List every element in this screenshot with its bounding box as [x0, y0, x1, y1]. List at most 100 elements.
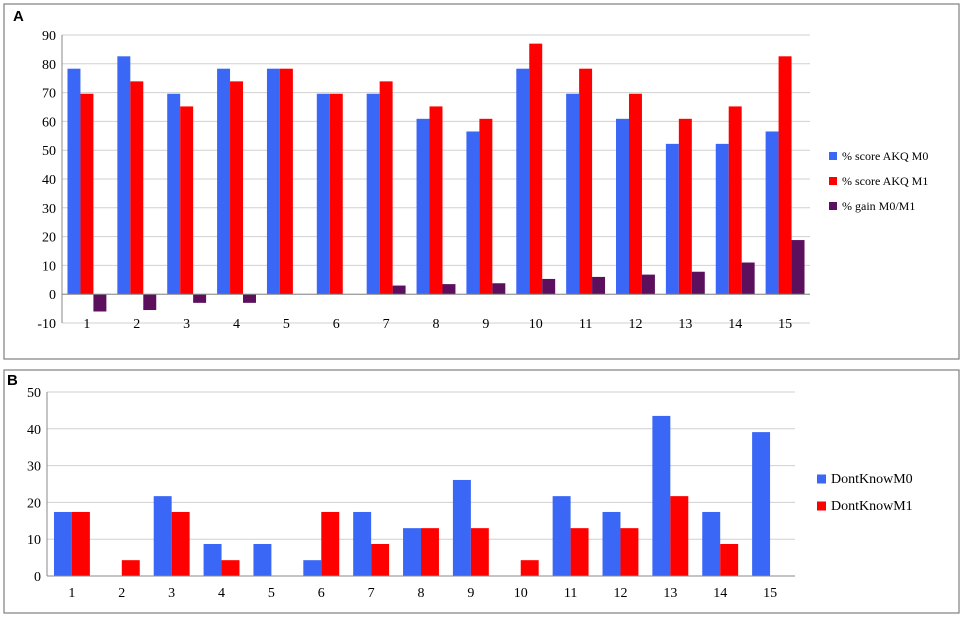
bar [520, 560, 539, 576]
bar [470, 528, 489, 576]
legend-swatch [817, 501, 826, 511]
legend-swatch [829, 202, 837, 210]
x-tick-label: 15 [763, 586, 777, 601]
bar [552, 496, 571, 576]
panel-a-letter: A [13, 8, 24, 25]
bar [130, 81, 144, 295]
x-tick-label: 5 [268, 586, 275, 601]
y-tick-label: 40 [27, 423, 41, 438]
bar [121, 560, 140, 576]
bar [542, 278, 556, 295]
bar [421, 528, 439, 576]
bar [678, 118, 692, 295]
bar [321, 511, 340, 576]
x-tick-label: 6 [333, 317, 340, 332]
bar [492, 283, 506, 295]
x-tick-label: 11 [564, 586, 577, 601]
bar [752, 432, 771, 576]
bar [221, 560, 240, 576]
x-tick-label: 2 [118, 586, 125, 601]
y-tick-label: 30 [42, 202, 56, 217]
y-tick-label: 50 [27, 386, 41, 401]
x-tick-label: 6 [318, 586, 325, 601]
bar [620, 528, 639, 576]
bar [529, 43, 543, 295]
y-tick-label: 40 [42, 173, 56, 188]
y-tick-label: 0 [34, 570, 41, 585]
bar [566, 93, 580, 295]
bar [171, 511, 190, 576]
bar [253, 543, 272, 576]
x-tick-label: 13 [678, 317, 692, 332]
x-tick-label: 8 [433, 317, 440, 332]
bar [616, 118, 629, 295]
bar [778, 56, 792, 295]
y-tick-label: 20 [27, 496, 41, 511]
x-tick-label: 2 [133, 317, 140, 332]
bar [266, 68, 280, 295]
bar [53, 511, 72, 576]
bar [71, 511, 90, 576]
bar [466, 131, 480, 295]
bar [230, 81, 244, 295]
bar [80, 93, 94, 295]
x-tick-label: 13 [663, 586, 677, 601]
bar [715, 143, 729, 295]
y-tick-label: 0 [49, 288, 56, 303]
bar [117, 56, 131, 295]
x-tick-label: 4 [218, 586, 225, 601]
x-tick-label: 4 [233, 317, 240, 332]
legend-label: % score AKQ M0 [842, 149, 928, 163]
bar [702, 511, 721, 576]
y-tick-label: 70 [42, 87, 56, 102]
legend-label: % gain M0/M1 [842, 199, 915, 213]
y-tick-label: 20 [42, 231, 56, 246]
bar [641, 274, 655, 295]
bar [143, 294, 157, 311]
bar [203, 543, 222, 576]
x-tick-label: 11 [579, 317, 592, 332]
y-tick-label: 80 [42, 58, 56, 73]
bar [665, 143, 679, 295]
bar [602, 511, 621, 576]
bar [366, 93, 380, 295]
x-tick-label: 9 [482, 317, 489, 332]
legend-label: DontKnowM1 [831, 499, 913, 514]
bar [279, 68, 293, 295]
bar [153, 496, 172, 576]
x-tick-label: 8 [418, 586, 425, 601]
y-tick-label: -10 [37, 317, 56, 332]
x-tick-label: 7 [368, 586, 375, 601]
panel-b-frame [3, 369, 960, 614]
legend-swatch [829, 177, 837, 185]
bar [329, 93, 343, 295]
y-tick-label: 10 [42, 259, 56, 274]
bar [570, 528, 589, 576]
x-tick-label: 14 [728, 317, 742, 332]
bar [303, 560, 322, 576]
bar [720, 543, 739, 576]
x-tick-label: 10 [514, 586, 528, 601]
bar [452, 479, 471, 576]
bar [791, 240, 805, 295]
bar [217, 68, 231, 295]
y-tick-label: 30 [27, 460, 41, 475]
legend-swatch [829, 152, 837, 160]
x-tick-label: 14 [713, 586, 727, 601]
bar [765, 131, 779, 295]
bar [442, 284, 456, 295]
x-tick-label: 15 [778, 317, 792, 332]
bar [516, 68, 530, 295]
y-tick-label: 60 [42, 115, 56, 130]
y-tick-label: 10 [27, 533, 41, 548]
bar [93, 294, 107, 312]
x-tick-label: 1 [83, 317, 90, 332]
bar [193, 294, 207, 303]
bar [728, 106, 742, 295]
y-tick-label: 90 [42, 29, 56, 44]
bar [670, 496, 689, 576]
x-tick-label: 3 [168, 586, 175, 601]
